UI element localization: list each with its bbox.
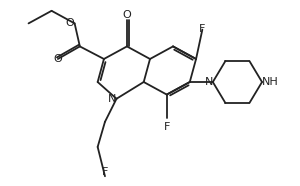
- Text: O: O: [53, 54, 62, 64]
- Text: N: N: [204, 77, 213, 87]
- Text: O: O: [123, 10, 131, 20]
- Text: NH: NH: [262, 77, 279, 87]
- Text: N: N: [108, 94, 116, 104]
- Text: O: O: [66, 18, 75, 28]
- Text: F: F: [102, 167, 108, 177]
- Text: F: F: [164, 122, 170, 132]
- Text: F: F: [199, 24, 206, 34]
